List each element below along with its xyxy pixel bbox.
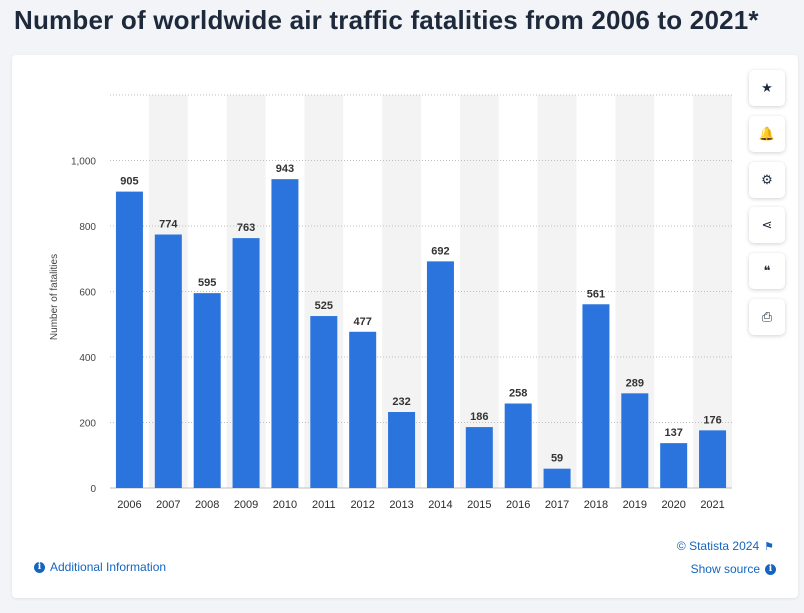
y-tick-label: 600 — [79, 288, 96, 299]
y-axis-ticks: 0 200 400 600 800 1,000 — [71, 157, 96, 496]
x-tick-label: 2013 — [389, 499, 413, 511]
info-icon: i — [34, 561, 45, 573]
data-label: 258 — [509, 388, 527, 400]
data-label: 561 — [587, 288, 605, 300]
chart-card: 0 200 400 600 800 1,000 905 774 595 763 943 525 477… — [12, 55, 798, 598]
data-label: 525 — [315, 300, 333, 312]
x-tick-label: 2010 — [273, 499, 297, 511]
y-tick-label: 1,000 — [71, 157, 96, 168]
x-tick-label: 2018 — [584, 499, 608, 511]
quote-icon: ❝ — [763, 263, 771, 278]
x-tick-label: 2012 — [350, 499, 374, 511]
share-icon: ⋖ — [761, 217, 773, 232]
bar[interactable] — [426, 261, 454, 488]
y-tick-label: 0 — [90, 484, 96, 495]
x-axis-ticks: 2006 2007 2008 2009 2010 2011 2012 2013 2014 2015… — [117, 499, 725, 511]
y-tick-label: 200 — [79, 419, 96, 430]
x-tick-label: 2020 — [661, 499, 685, 511]
show-source-label: Show source — [690, 562, 760, 576]
bar[interactable] — [582, 304, 610, 488]
bar[interactable] — [271, 179, 299, 488]
bar[interactable] — [699, 430, 727, 488]
additional-information-link[interactable]: i Additional Information — [34, 560, 166, 574]
data-labels: 905 774 595 763 943 525 477 232 692 186 258 59 561 28… — [120, 163, 721, 465]
data-label: 59 — [551, 453, 563, 465]
favorite-button[interactable]: ★ — [749, 70, 785, 106]
x-tick-label: 2006 — [117, 499, 141, 511]
bar[interactable] — [543, 468, 571, 488]
data-label: 137 — [665, 427, 683, 439]
bar[interactable] — [660, 443, 688, 488]
statista-copyright-link[interactable]: © Statista 2024 ⚑ — [677, 539, 774, 553]
notification-button[interactable]: 🔔 — [749, 116, 785, 152]
y-tick-label: 400 — [79, 353, 96, 364]
share-button[interactable]: ⋖ — [749, 207, 785, 243]
x-tick-label: 2017 — [545, 499, 569, 511]
data-label: 289 — [626, 377, 644, 389]
data-label: 905 — [120, 176, 138, 188]
data-label: 477 — [354, 316, 372, 328]
print-icon: ⎙ — [761, 309, 773, 324]
x-tick-label: 2015 — [467, 499, 491, 511]
bar[interactable] — [504, 403, 532, 488]
x-tick-label: 2008 — [195, 499, 219, 511]
data-label: 595 — [198, 277, 216, 289]
x-tick-label: 2021 — [700, 499, 724, 511]
bar[interactable] — [388, 412, 416, 488]
page-title: Number of worldwide air traffic fataliti… — [14, 5, 759, 35]
bar-chart: 0 200 400 600 800 1,000 905 774 595 763 943 525 477… — [49, 94, 732, 511]
bar[interactable] — [193, 293, 221, 488]
y-axis-label: Number of fatalities — [49, 254, 60, 340]
data-label: 176 — [703, 414, 721, 426]
bar[interactable] — [349, 331, 377, 488]
info-icon: i — [765, 563, 776, 575]
data-label: 943 — [276, 163, 294, 175]
bar[interactable] — [465, 427, 493, 488]
bell-icon: 🔔 — [758, 126, 776, 141]
cite-button[interactable]: ❝ — [749, 253, 785, 289]
data-label: 692 — [431, 245, 449, 257]
flag-icon: ⚑ — [764, 540, 774, 553]
star-icon: ★ — [761, 80, 773, 95]
x-tick-label: 2016 — [506, 499, 530, 511]
data-label: 232 — [392, 396, 410, 408]
bar[interactable] — [310, 316, 338, 488]
bar[interactable] — [154, 234, 182, 488]
data-label: 774 — [159, 219, 178, 231]
x-tick-label: 2007 — [156, 499, 180, 511]
gear-icon: ⚙ — [761, 172, 773, 187]
bar[interactable] — [115, 191, 143, 489]
settings-button[interactable]: ⚙ — [749, 162, 785, 198]
x-tick-label: 2011 — [312, 499, 336, 511]
x-tick-label: 2019 — [623, 499, 647, 511]
data-label: 763 — [237, 222, 255, 234]
bar[interactable] — [232, 238, 260, 488]
bar[interactable] — [621, 393, 649, 488]
copyright-label: © Statista 2024 — [676, 539, 760, 553]
x-tick-label: 2014 — [428, 499, 452, 511]
bars — [115, 179, 727, 489]
print-button[interactable]: ⎙ — [749, 299, 785, 335]
y-tick-label: 800 — [79, 222, 96, 233]
data-label: 186 — [470, 411, 488, 423]
show-source-link[interactable]: Show source i — [691, 562, 776, 576]
additional-information-label: Additional Information — [50, 560, 167, 574]
x-tick-label: 2009 — [234, 499, 258, 511]
